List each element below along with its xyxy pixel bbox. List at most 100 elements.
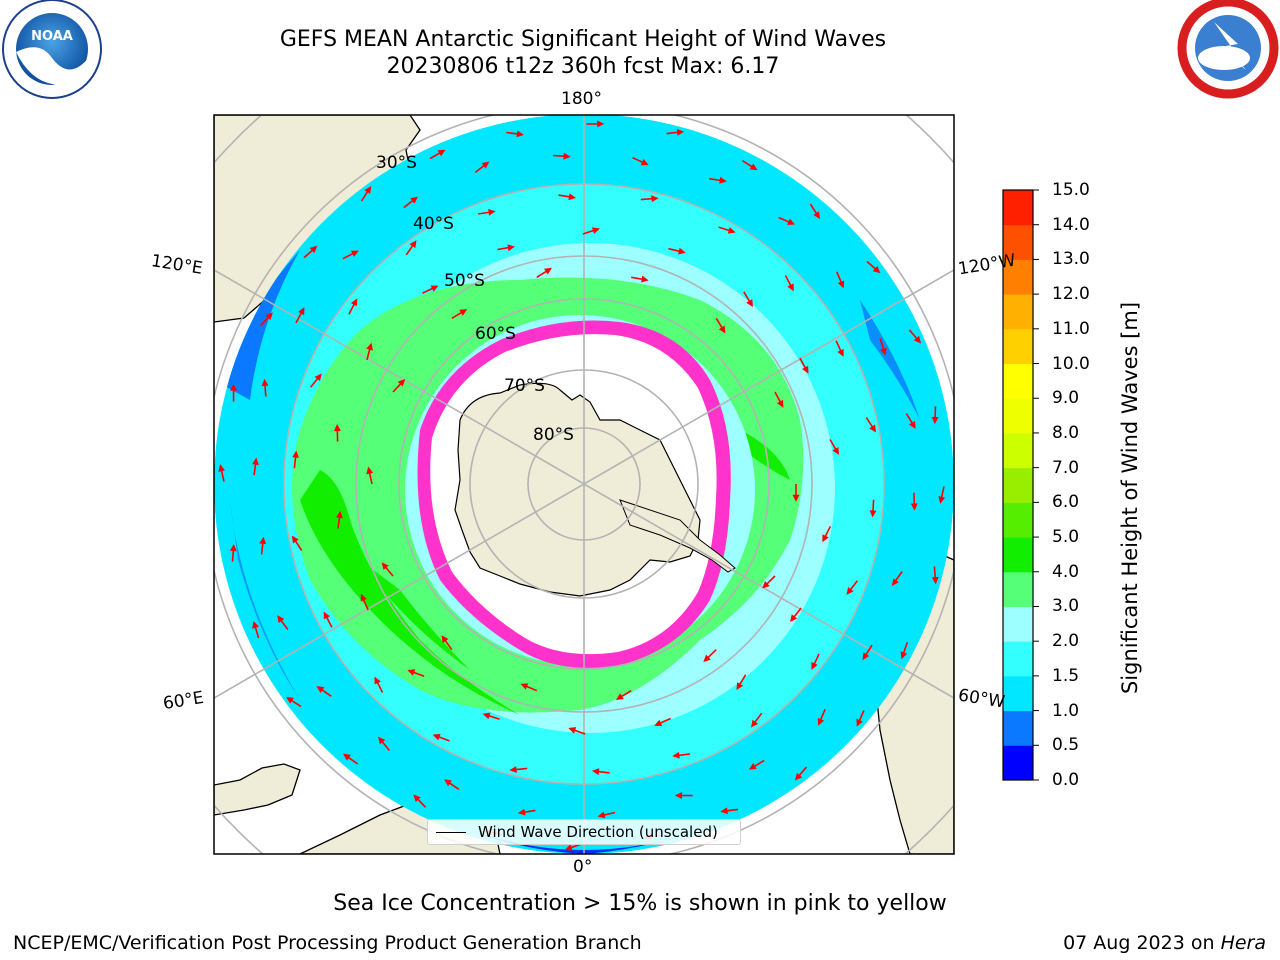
colorbar-frame — [1002, 189, 1034, 781]
legend-line-icon — [436, 832, 466, 833]
wave-arrow-head — [846, 587, 854, 595]
wave-arrow-head — [869, 510, 877, 518]
colorbar-swatch — [1003, 675, 1033, 712]
colorbar-swatch — [1003, 606, 1033, 642]
wave-arrow-head — [410, 196, 418, 204]
wave-arrow-head — [748, 762, 757, 770]
colorbar-tick-label: 13.0 — [1052, 249, 1090, 270]
wave-arrow-head — [880, 347, 887, 356]
wave-arrow-head — [336, 510, 343, 519]
wave-arrow-head — [817, 717, 825, 726]
wave-arrow-head — [277, 615, 285, 624]
colorbar-tick-label: 2.0 — [1052, 631, 1080, 652]
wave-arrow-head — [218, 464, 226, 472]
wave-arrow-head — [591, 227, 600, 234]
colorbar — [1002, 189, 1039, 781]
wave-arrow-head — [333, 423, 341, 432]
map-legend: Wind Wave Direction (unscaled) — [427, 819, 741, 845]
wave-arrow-head — [641, 275, 649, 283]
wave-arrow-head — [736, 682, 744, 691]
sea-ice-note: Sea Ice Concentration > 15% is shown in … — [333, 891, 947, 916]
wave-arrow-head — [676, 128, 685, 136]
wave-arrow-head — [674, 792, 683, 799]
wave-arrow-head — [938, 496, 946, 504]
wave-arrow-head — [563, 152, 571, 160]
wave-arrow-head — [792, 494, 800, 502]
wave-arrow-head — [316, 686, 325, 694]
wave-arrow-head — [378, 736, 386, 745]
wave-arrow-head — [520, 683, 529, 690]
wave-arrow-head — [790, 614, 798, 623]
lat-label-80s: 80°S — [533, 425, 574, 445]
wave-arrow-head — [481, 161, 490, 169]
colorbar-swatch — [1003, 641, 1033, 677]
wave-arrow-head — [265, 312, 273, 321]
wave-arrow-head — [811, 662, 818, 670]
wave-arrow-head — [862, 652, 870, 661]
wave-arrow-head — [261, 378, 269, 387]
wave-arrow-head — [597, 120, 605, 128]
colorbar-tick-label: 15.0 — [1052, 180, 1090, 200]
wave-arrow-head — [891, 578, 899, 587]
wave-arrow-head — [703, 654, 711, 663]
wave-arrow-head — [832, 446, 840, 455]
colorbar-tick-label: 6.0 — [1052, 492, 1080, 513]
wave-arrow-head — [568, 193, 577, 201]
colorbar-tick-label: 0.0 — [1052, 770, 1080, 790]
colorbar-swatch — [1003, 224, 1033, 260]
lat-label-30s: 30°S — [376, 153, 417, 173]
wave-arrow-head — [787, 218, 795, 225]
colorbar-tick-label: 0.5 — [1052, 735, 1080, 756]
nws-logo-icon — [1177, 0, 1279, 99]
noaa-logo-icon: NOAA — [2, 0, 102, 99]
title-line-1: GEFS MEAN Antarctic Significant Height o… — [279, 27, 887, 52]
lat-label-70s: 70°S — [504, 376, 545, 396]
wave-arrow-head — [931, 576, 939, 585]
wave-arrow-head — [813, 211, 820, 220]
wave-arrow-head — [364, 186, 372, 194]
wave-arrow-head — [654, 719, 663, 727]
wave-arrow-head — [910, 503, 918, 511]
wave-arrow-head — [516, 130, 524, 138]
lat-label-60s: 60°S — [475, 324, 516, 344]
lat-label-40s: 40°S — [413, 214, 454, 234]
colorbar-tick-label: 11.0 — [1052, 318, 1090, 339]
colorbar-swatch — [1003, 294, 1033, 330]
colorbar-tick-label: 1.0 — [1052, 700, 1080, 721]
wave-arrow-head — [259, 536, 267, 545]
map-frame-border — [213, 114, 955, 855]
wave-arrow-head — [856, 718, 863, 727]
wave-arrow-head — [350, 298, 358, 307]
wave-arrow-head — [507, 244, 516, 252]
colorbar-swatch — [1003, 745, 1033, 781]
antarctica-landmass — [454, 382, 701, 597]
colorbar-tick-label: 12.0 — [1052, 284, 1090, 305]
footer-right: 07 Aug 2023 on Hera — [1063, 932, 1266, 954]
wave-arrow-head — [720, 807, 728, 815]
wave-arrow-head — [482, 712, 491, 720]
wave-arrow-head — [719, 176, 727, 184]
colorbar-tick-label: 9.0 — [1052, 388, 1080, 409]
wave-arrow-head — [900, 651, 908, 660]
wave-arrow-head — [360, 593, 367, 602]
wave-arrow-head — [350, 250, 359, 257]
wave-arrow-head — [374, 676, 381, 685]
wave-arrow-head — [437, 149, 446, 157]
colorbar-tick-label: 3.0 — [1052, 596, 1080, 617]
wave-arrow-head — [727, 227, 736, 234]
wave-arrow-head — [230, 383, 237, 391]
wave-arrow-head — [749, 163, 758, 171]
colorbar-tick-label: 10.0 — [1052, 353, 1090, 374]
wave-arrow-head — [252, 457, 259, 466]
wind-wave-arrows — [218, 120, 946, 851]
wave-arrow-head — [746, 299, 753, 308]
colorbar-swatch — [1003, 571, 1033, 607]
wave-arrow-head — [908, 420, 916, 429]
wave-arrow-head — [430, 285, 439, 292]
colorbar-tick-label: 14.0 — [1052, 214, 1090, 235]
wave-arrow-head — [366, 466, 374, 475]
wave-arrow-head — [672, 751, 680, 759]
colorbar-tick-label: 7.0 — [1052, 457, 1080, 478]
lon-label-180: 180° — [561, 89, 602, 109]
